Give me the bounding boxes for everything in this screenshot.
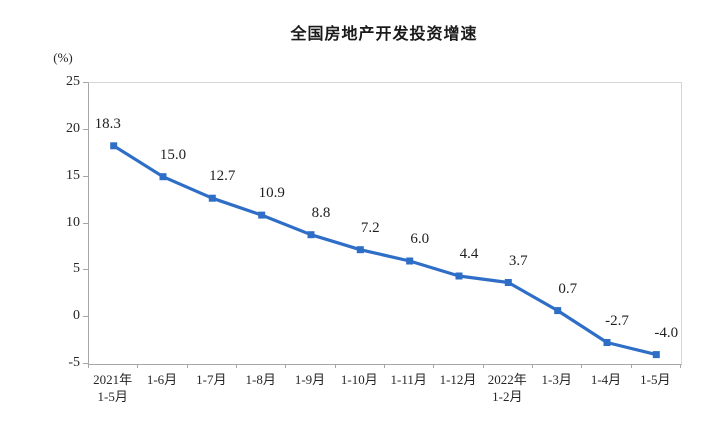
x-axis-category-label: 1-8月 xyxy=(245,372,276,387)
x-axis-category-label: 1-7月 xyxy=(196,372,227,387)
x-axis-tick xyxy=(680,364,681,368)
x-axis-tick xyxy=(285,364,287,368)
data-point-marker xyxy=(652,351,660,359)
y-axis-tick-label: 20 xyxy=(66,120,80,136)
data-point-marker xyxy=(455,272,463,280)
x-axis-tick xyxy=(236,364,237,368)
y-axis-tick xyxy=(83,269,88,270)
data-point-marker xyxy=(356,246,364,254)
data-point-marker xyxy=(208,194,216,202)
y-axis-tick xyxy=(83,176,88,177)
y-axis-tick xyxy=(83,363,88,364)
data-point-marker xyxy=(554,307,562,315)
plot-area xyxy=(88,82,682,365)
data-point-marker xyxy=(406,257,414,265)
data-point-value-label: -4.0 xyxy=(654,324,679,341)
data-point-value-label: 15.0 xyxy=(159,146,187,163)
data-point-marker xyxy=(307,231,315,239)
x-axis-category-label: 1-12月 xyxy=(439,372,477,387)
y-axis-tick xyxy=(83,82,88,83)
y-axis-tick-label: 25 xyxy=(66,74,80,89)
y-axis-tick-label: 15 xyxy=(66,167,80,183)
x-axis-category-label: 1-6月 xyxy=(146,372,178,387)
x-axis-category-label: 1-5月 xyxy=(640,372,671,387)
x-axis-category-label: 1-3月 xyxy=(541,372,572,387)
y-axis-tick-label: 0 xyxy=(73,308,80,324)
data-point-marker xyxy=(603,339,611,346)
data-point-marker xyxy=(504,279,512,286)
y-axis-tick xyxy=(83,316,88,317)
data-point-marker xyxy=(159,173,167,181)
chart-title: 全国房地产开发投资增速 xyxy=(290,26,478,43)
x-axis-tick xyxy=(88,364,89,368)
x-axis-tick xyxy=(384,364,385,368)
x-axis-tick xyxy=(581,364,583,368)
data-point-value-label: 8.8 xyxy=(311,204,331,221)
x-axis-tick xyxy=(630,364,632,368)
y-axis-tick-label: -5 xyxy=(68,355,80,370)
y-axis-tick-label: 5 xyxy=(73,261,80,277)
data-point-value-label: 12.7 xyxy=(209,168,236,185)
data-point-marker xyxy=(258,211,266,219)
data-point-value-label: 4.4 xyxy=(459,246,479,262)
x-axis-category-label: 1-10月 xyxy=(340,372,378,387)
data-point-value-label: 18.3 xyxy=(94,115,121,132)
series-line xyxy=(112,144,657,357)
y-axis-tick xyxy=(83,129,88,130)
x-axis-category-label: 2022年 1-2月 xyxy=(487,372,527,404)
data-point-value-label: 0.7 xyxy=(558,280,578,297)
data-point-value-label: 3.7 xyxy=(508,252,528,269)
x-axis-tick xyxy=(433,364,435,368)
data-point-marker xyxy=(110,142,118,150)
x-axis-tick xyxy=(334,364,336,368)
line-series-svg xyxy=(110,142,660,359)
data-point-value-label: -2.7 xyxy=(605,312,629,329)
data-point-value-label: 6.0 xyxy=(410,231,430,247)
x-axis-category-label: 1-4月 xyxy=(590,372,622,387)
x-axis-tick xyxy=(482,364,484,368)
data-point-value-label: 10.9 xyxy=(258,185,285,202)
x-axis-category-label: 1-9月 xyxy=(294,372,326,387)
x-axis-category-label: 1-11月 xyxy=(390,372,427,387)
x-axis-category-label: 2021年 1-5月 xyxy=(93,372,133,404)
y-axis-unit-label: (%) xyxy=(53,50,73,65)
x-axis-tick xyxy=(137,364,139,368)
x-axis-tick xyxy=(186,364,188,368)
y-axis-tick xyxy=(83,223,88,224)
x-axis-tick xyxy=(532,364,533,368)
data-point-value-label: 7.2 xyxy=(360,219,380,236)
y-axis-tick-label: 10 xyxy=(66,214,80,230)
